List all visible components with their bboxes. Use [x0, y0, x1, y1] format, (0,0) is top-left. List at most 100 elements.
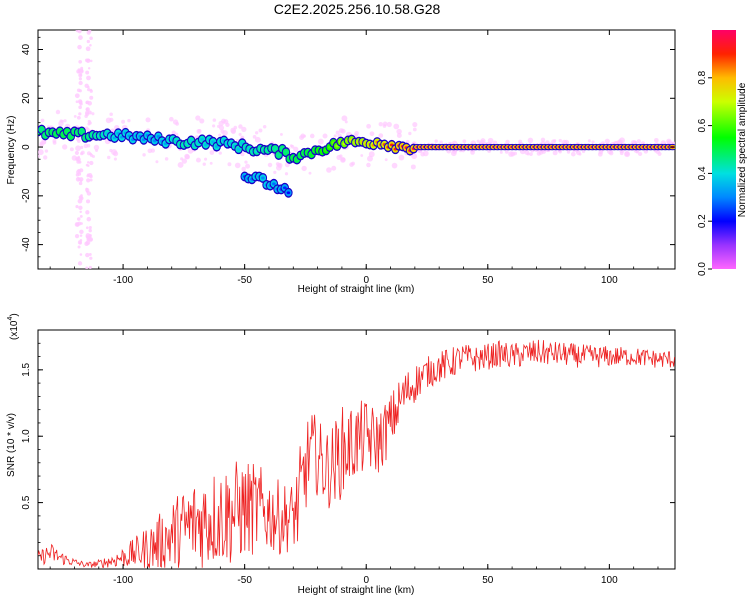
colorbar-tick-label: 0.2 — [697, 214, 708, 228]
spectrogram-speckle — [218, 151, 222, 155]
spectrogram-speckle — [241, 166, 246, 172]
x-tick-label: 0 — [363, 575, 369, 586]
x-tick-label: -50 — [237, 275, 252, 286]
scatter-column-speckle — [89, 43, 92, 47]
ridge-point-core — [273, 147, 277, 151]
spectrogram-speckle — [109, 148, 113, 153]
spectrogram-speckle — [492, 140, 498, 145]
scatter-column-speckle — [86, 161, 90, 164]
x-tick-label: 50 — [482, 575, 494, 586]
spectrogram-speckle — [587, 139, 591, 143]
scatter-column-speckle — [86, 178, 91, 183]
spectrogram-speckle — [301, 165, 307, 172]
scatter-column-speckle — [77, 240, 82, 245]
scatter-column-speckle — [80, 222, 83, 225]
scatter-column-speckle — [78, 105, 82, 110]
scatter-column-speckle — [85, 226, 89, 230]
spectrogram-speckle — [617, 139, 623, 145]
spectrogram-speckle — [504, 149, 509, 154]
scatter-column-speckle — [85, 100, 90, 105]
spectrogram-speckle — [218, 120, 224, 127]
scatter-column-speckle — [85, 266, 89, 269]
spectrogram-speckle — [169, 116, 174, 122]
scatter-column-speckle — [87, 87, 91, 92]
scatter-column-speckle — [86, 39, 90, 44]
spectrogram-speckle — [333, 134, 337, 138]
spectrogram-speckle — [552, 150, 558, 156]
scatter-column-speckle — [77, 30, 82, 34]
spectrogram-speckle — [354, 131, 359, 136]
spectrogram-speckle — [643, 149, 649, 154]
spectrogram-speckle — [258, 128, 263, 133]
spectrogram-speckle — [195, 115, 201, 121]
spectrogram-speckle — [505, 139, 510, 145]
spectrogram-speckle — [164, 157, 169, 161]
spectrogram-speckle — [38, 154, 40, 158]
spectrogram-speckle — [218, 125, 225, 131]
y-tick-label: 0.5 — [21, 495, 32, 509]
scatter-column-speckle — [79, 196, 84, 201]
spectrogram-speckle — [339, 154, 343, 158]
scatter-column-speckle — [86, 75, 91, 81]
scatter-column-speckle — [85, 187, 89, 191]
ridge-point-core — [156, 134, 161, 138]
spectrogram-speckle — [366, 162, 371, 168]
spectrogram-speckle — [378, 133, 384, 138]
ridge-point-core — [200, 137, 204, 141]
spectrogram-speckle — [204, 157, 208, 161]
spectrogram-speckle — [41, 140, 47, 145]
colorbar: 0.0 0.2 0.4 0.6 0.8 Normalized spectral ampl… — [697, 30, 748, 276]
scatter-column-speckle — [89, 89, 93, 93]
spectrogram-speckle — [231, 129, 236, 135]
x-tick-label: 100 — [601, 575, 618, 586]
spectrogram-speckle — [524, 150, 530, 155]
spectrogram-speckle — [308, 171, 312, 175]
spectrogram-speckle — [411, 153, 418, 160]
spectrogram-speckle — [244, 160, 248, 164]
scatter-column-speckle — [84, 126, 89, 130]
scatter-column-speckle — [88, 233, 92, 238]
scatter-column-speckle — [78, 112, 82, 116]
spectrogram-speckle — [225, 122, 230, 128]
spectrogram-speckle — [52, 140, 57, 145]
spectrogram-speckle — [62, 144, 68, 150]
spectrogram-speckle — [450, 150, 457, 157]
y-tick-label: 0 — [21, 144, 32, 150]
spectrogram-speckle — [335, 130, 340, 135]
spectrogram-speckle — [581, 149, 586, 154]
colorbar-gradient — [712, 30, 736, 269]
top-x-axis-ticks: -100 -50 0 50 100 — [49, 30, 659, 286]
scatter-column-speckle — [78, 77, 82, 81]
y-tick-label: 40 — [21, 44, 32, 56]
scatter-column-speckle — [78, 80, 83, 86]
x-tick-label: 100 — [601, 275, 618, 286]
spectrogram-speckle — [58, 120, 64, 127]
ridge-point-core — [284, 150, 288, 154]
spectrogram-speckle — [624, 151, 630, 157]
scatter-column-speckle — [75, 222, 80, 227]
spectrogram-speckle — [410, 164, 416, 170]
branch-point-core — [286, 191, 291, 195]
spectrogram-speckle — [378, 121, 383, 127]
spectrogram-speckle — [177, 162, 184, 168]
spectrogram-speckle — [309, 133, 315, 139]
spectrogram-speckle — [637, 151, 643, 157]
spectrogram-speckle — [254, 131, 259, 135]
y-multiplier-exponent: 4 — [7, 317, 14, 321]
spectrogram-speckle — [604, 138, 610, 144]
top-y-axis-label: Frequency (Hz) — [6, 116, 17, 185]
spectrogram-speckle — [187, 148, 194, 154]
spectrogram-speckle — [55, 109, 61, 115]
scatter-column-speckle — [89, 152, 93, 156]
spectrogram-speckle — [43, 155, 48, 160]
spectrogram-speckle — [245, 163, 251, 169]
scatter-column-speckle — [80, 145, 84, 149]
spectrogram-speckle — [349, 162, 354, 167]
spectrogram-speckle — [209, 161, 213, 165]
ridge-point-core — [65, 130, 69, 134]
spectrogram-speckle — [636, 139, 641, 144]
scatter-column-speckle — [79, 234, 83, 237]
spectrogram-speckle — [195, 157, 201, 163]
scatter-column-speckle — [79, 214, 83, 218]
branch-point-core — [272, 182, 276, 186]
